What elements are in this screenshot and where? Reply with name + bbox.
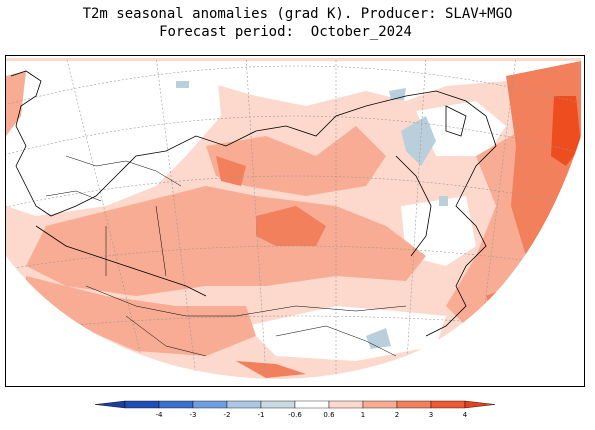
cold-region-asia — [366, 328, 391, 349]
legend-swatch — [226, 400, 262, 409]
strong-warm-south — [236, 361, 306, 378]
cold-region-arctic — [176, 81, 189, 88]
legend-tick-label: 3 — [429, 411, 433, 419]
map-frame — [5, 55, 585, 387]
legend-swatch — [362, 400, 398, 409]
legend-tick-label: 1 — [361, 411, 365, 419]
white-region-east — [401, 196, 476, 266]
legend-colorbar: -4 -3 -2 -1 -0.6 0.6 1 2 3 4 — [94, 400, 496, 419]
legend-swatch — [260, 400, 296, 409]
medium-warm-central — [26, 186, 426, 296]
legend-tick-label: 2 — [395, 411, 399, 419]
legend-tick-label: -3 — [190, 411, 197, 419]
very-strong-warm-far-east — [551, 96, 581, 166]
cold-region-okhotsk — [401, 116, 436, 166]
legend-cold-end — [94, 400, 126, 409]
legend-swatch — [328, 400, 364, 409]
legend-tick-label: -4 — [156, 411, 164, 419]
strong-warm-urals — [216, 156, 246, 186]
medium-warm-south-west — [26, 276, 256, 356]
map-title: T2m seasonal anomalies (grad K). Produce… — [82, 6, 513, 22]
anomaly-map — [6, 58, 581, 379]
legend-swatch — [430, 400, 466, 409]
forecast-period: Forecast period: October_2024 — [159, 24, 412, 40]
legend-warm-end — [464, 400, 496, 409]
white-region-arctic — [6, 61, 581, 106]
legend-swatch — [124, 400, 160, 409]
legend-swatch — [294, 400, 330, 409]
legend-tick-label: 4 — [463, 411, 468, 419]
legend-tick-label: -1 — [258, 411, 265, 419]
legend-tick-label: -2 — [224, 411, 231, 419]
color-legend: -4 -3 -2 -1 -0.6 0.6 1 2 3 4 — [90, 398, 500, 424]
cold-region-kamchatka — [439, 196, 448, 206]
legend-tick-label: 0.6 — [323, 411, 335, 419]
legend-swatch — [158, 400, 194, 409]
coastlines — [10, 70, 497, 337]
medium-warm-siberia — [206, 126, 386, 196]
legend-swatch — [396, 400, 432, 409]
borders — [45, 155, 407, 357]
legend-swatch — [192, 400, 228, 409]
legend-tick-label: -0.6 — [288, 411, 302, 419]
strong-warm-central — [256, 206, 326, 246]
white-region-europe — [6, 61, 221, 216]
medium-warm-north-west — [6, 71, 26, 136]
